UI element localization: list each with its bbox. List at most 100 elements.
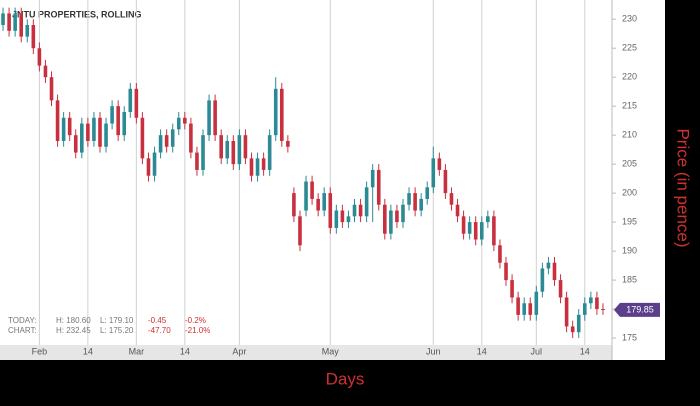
x-axis-band [0,345,612,360]
candle-body [122,111,127,136]
candle-body [589,297,593,304]
candle-body [261,158,266,170]
info-label: CHART: [8,326,37,335]
x-tick-label: 14 [580,346,590,356]
candle-body [140,117,145,159]
candle-body [298,216,302,246]
candle-body [516,297,520,315]
candle-body [243,135,248,159]
candle-body [152,152,157,176]
y-tick-label: 185 [622,274,637,284]
y-tick-label: 175 [622,332,637,342]
candle-body [364,187,369,217]
info-low: L: 179.10 [100,316,134,325]
candle-body [219,135,223,159]
candle-body [19,13,24,37]
candle-body [340,210,345,223]
candle-body [267,135,272,170]
y-tick-label: 215 [622,101,637,111]
candle-body [334,210,339,228]
y-tick-label: 225 [622,43,637,53]
candle-body [510,280,514,298]
info-high: H: 180.60 [56,316,91,325]
candle-body [383,204,387,234]
candle-body [255,158,260,176]
candle-body [279,88,284,141]
y-tick-label: 195 [622,216,637,226]
candle-body [37,48,42,66]
candle-body [304,181,308,211]
candle-body [201,135,205,170]
info-pct: -0.2% [185,316,206,325]
candle-body [601,309,605,311]
candle-body [576,314,581,333]
candle-body [389,210,393,234]
candle-body [86,123,90,141]
candle-body [534,291,539,315]
candle-body [346,216,351,223]
candle-body [316,198,320,211]
candle-body [98,117,102,147]
candle-body [273,88,278,136]
candle-body [110,106,114,124]
info-change: -47.70 [148,326,171,335]
x-tick-label: Mar [129,346,145,356]
y-axis-title: Price (in pence) [674,128,693,247]
candle-body [80,123,84,153]
candle-body [25,25,30,37]
candle-body [570,326,575,333]
candle-body [564,297,569,327]
candle-body [528,303,533,315]
candle-body [128,88,133,112]
candle-body [352,204,357,217]
y-tick-label: 205 [622,159,637,169]
candle-body [92,117,96,141]
candle-body [116,106,120,136]
x-axis-title: Days [326,369,365,388]
candle-body [104,123,108,147]
candle-body [437,158,442,170]
y-tick-label: 210 [622,130,637,140]
candle-body [492,216,496,246]
candle-body [358,204,363,217]
candle-body [546,262,551,269]
info-high: H: 232.45 [56,326,91,335]
last-price-tag [614,302,660,317]
candle-body [207,100,211,136]
x-tick-label: Feb [32,346,48,356]
candle-body [431,158,436,188]
candle-body [61,117,66,141]
info-change: -0.45 [148,316,167,325]
candle-body [195,152,199,170]
candle-body [67,117,72,136]
candle-body [322,193,327,211]
y-tick-label: 190 [622,245,637,255]
candle-body [407,193,411,205]
x-tick-label: May [322,346,340,356]
candle-body [13,13,17,31]
candle-body [213,100,217,136]
chart-background [0,0,665,360]
x-tick-label: Jun [426,346,441,356]
candle-body [170,129,175,147]
candle-body [522,303,526,315]
candle-body [134,88,139,118]
candle-body [43,65,48,78]
candle-body [7,13,11,31]
candle-body [310,181,314,199]
candle-body [183,117,187,124]
candle-body [189,123,193,153]
candle-body [370,169,375,188]
candle-body [31,25,36,49]
candle-body [498,245,502,263]
candle-body [231,140,236,165]
candle-body [552,262,557,281]
x-tick-label: Apr [232,346,246,356]
candle-body [55,100,60,141]
info-pct: -21.0% [185,326,210,335]
candle-body [158,135,163,153]
candle-body [146,158,151,176]
y-tick-label: 230 [622,14,637,24]
info-label: TODAY: [8,316,37,325]
